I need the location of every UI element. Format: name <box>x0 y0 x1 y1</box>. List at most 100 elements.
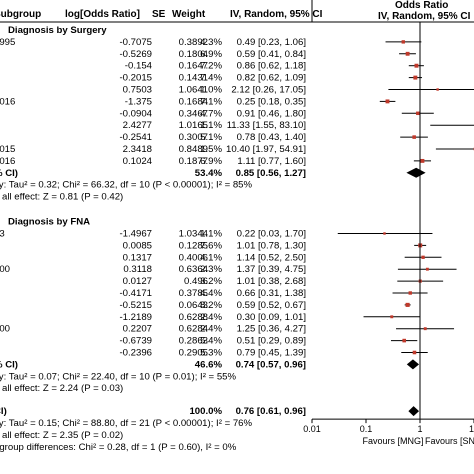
study-log-or: -1.375 <box>125 96 152 107</box>
study-se: 0.2905 <box>179 347 208 358</box>
study-se: 0.496 <box>184 276 208 287</box>
study-se: 0.3785 <box>179 288 208 299</box>
study-log-or: 0.1024 <box>123 156 153 167</box>
total-heterogeneity: ity: Tau² = 0.15; Chi² = 88.80, df = 21 … <box>0 418 253 429</box>
study-weight: 7.4% <box>200 73 222 84</box>
study-log-or: 0.0127 <box>123 276 152 287</box>
subtotal-ci: 0.74 [0.57, 0.96] <box>236 359 306 370</box>
study-weight: 6.9% <box>200 49 222 60</box>
study-ci: 0.59 [0.52, 0.67] <box>237 300 306 311</box>
study-se: 0.6364 <box>179 264 209 275</box>
forest-graphics <box>337 40 474 417</box>
study-ci: 0.79 [0.45, 1.39] <box>237 347 306 358</box>
study-se: 0.1647 <box>179 61 208 72</box>
group-title: Diagnosis by Surgery <box>8 25 107 36</box>
study-ci: 1.25 [0.36, 4.27] <box>237 324 306 335</box>
study-ci: 0.25 [0.18, 0.35] <box>237 96 306 107</box>
study-ci: 1.11 [0.77, 1.60] <box>237 156 306 167</box>
study-square <box>412 350 417 355</box>
plot-title: Odds Ratio <box>395 0 448 11</box>
study-weight: 4.1% <box>200 252 222 263</box>
study-weight: 1.5% <box>200 144 222 155</box>
study-se: 1.0344 <box>179 228 209 239</box>
study-log-or: 0.0085 <box>123 240 152 251</box>
study-square <box>405 302 410 307</box>
study-ci: 0.78 [0.43, 1.40] <box>237 132 306 143</box>
study-ci: 0.86 [0.62, 1.18] <box>237 61 306 72</box>
study-log-or: 0.3118 <box>123 264 152 275</box>
study-se: 0.1804 <box>179 49 209 60</box>
table-rows: Diagnosis by Surgery1995 -0.7075 0.38924.3… <box>0 25 306 453</box>
study-log-or: -0.5269 <box>119 49 152 60</box>
study-log-or: -0.2396 <box>119 347 152 358</box>
study-square <box>383 232 386 235</box>
study-ci: 0.66 [0.31, 1.38] <box>237 288 306 299</box>
study-weight: 8.2% <box>200 300 222 311</box>
study-log-or: -1.4967 <box>119 228 152 239</box>
study-ci: 0.51 [0.29, 0.89] <box>237 336 306 347</box>
study-weight: 7.6% <box>200 240 222 251</box>
study-square <box>412 135 416 139</box>
total-diamond <box>408 406 420 417</box>
subtotal-weight: 46.6% <box>195 359 223 370</box>
study-square <box>436 88 439 91</box>
study-log-or: -0.2015 <box>119 73 152 84</box>
subtotal-weight: 53.4% <box>195 168 223 179</box>
study-se: 0.2863 <box>179 336 208 347</box>
total-weight: 100.0% <box>189 406 222 417</box>
axis-tick-label: 0.1 <box>360 424 373 434</box>
study-se: 0.1285 <box>179 240 208 251</box>
study-log-or: -0.2541 <box>119 132 152 143</box>
study-square <box>423 327 427 331</box>
study-se: 0.6284 <box>179 324 209 335</box>
plot-subtitle: IV, Random, 95% CI <box>378 11 471 22</box>
study-weight: 5.3% <box>200 347 222 358</box>
study-label: 1995 <box>0 37 15 48</box>
axis-tick-label: 10 <box>469 424 474 434</box>
study-square <box>420 158 425 163</box>
study-square <box>425 267 429 271</box>
heterogeneity-text: ity: Tau² = 0.32; Chi² = 66.32, df = 10 … <box>0 180 253 191</box>
study-log-or: -0.4171 <box>119 288 152 299</box>
study-ci: 11.33 [1.55, 83.10] <box>227 120 306 131</box>
group-title: Diagnosis by FNA <box>8 217 90 228</box>
study-square <box>405 51 410 56</box>
study-weight: 2.3% <box>200 264 222 275</box>
study-se: 0.8489 <box>179 144 208 155</box>
header-subgroup: Subgroup <box>0 9 41 20</box>
study-se: 0.4006 <box>179 252 208 263</box>
favours-left: Favours [MNG] <box>362 436 423 446</box>
study-se: 1.0165 <box>179 120 208 131</box>
study-log-or: -0.6739 <box>119 336 152 347</box>
study-weight: 5.4% <box>200 336 222 347</box>
study-log-or: 2.3418 <box>123 144 152 155</box>
study-weight: 5.1% <box>200 132 222 143</box>
subgroup-differences: bgroup differences: Chi² = 0.28, df = 1 … <box>0 442 237 453</box>
study-weight: 7.2% <box>200 61 222 72</box>
study-se: 0.6288 <box>179 312 208 323</box>
header-weight: Weight <box>172 9 206 20</box>
study-se: 0.1684 <box>179 96 209 107</box>
heterogeneity-text: ity: Tau² = 0.07; Chi² = 22.40, df = 10 … <box>0 371 237 382</box>
header-se: SE <box>152 9 166 20</box>
study-ci: 0.49 [0.23, 1.06] <box>237 37 306 48</box>
study-log-or: -0.7075 <box>119 37 152 48</box>
study-se: 0.0643 <box>179 300 208 311</box>
study-log-or: 0.2207 <box>123 324 152 335</box>
study-square <box>413 75 418 80</box>
study-se: 0.1877 <box>179 156 208 167</box>
study-weight: 7.1% <box>200 96 222 107</box>
study-weight: 3.2% <box>200 276 222 287</box>
study-label: 000 <box>0 324 10 335</box>
study-square <box>385 99 390 104</box>
study-ci: 0.91 [0.46, 1.80] <box>237 108 306 119</box>
study-weight: 4.7% <box>200 108 222 119</box>
study-weight: 4.3% <box>200 37 222 48</box>
study-square <box>402 338 407 343</box>
axis-tick-label: 1 <box>417 424 422 434</box>
study-log-or: 0.7503 <box>123 85 152 96</box>
study-ci: 0.30 [0.09, 1.01] <box>237 312 306 323</box>
study-ci: 0.82 [0.62, 1.09] <box>237 73 306 84</box>
study-se: 1.0641 <box>179 85 208 96</box>
study-ci: 0.22 [0.03, 1.70] <box>237 228 306 239</box>
